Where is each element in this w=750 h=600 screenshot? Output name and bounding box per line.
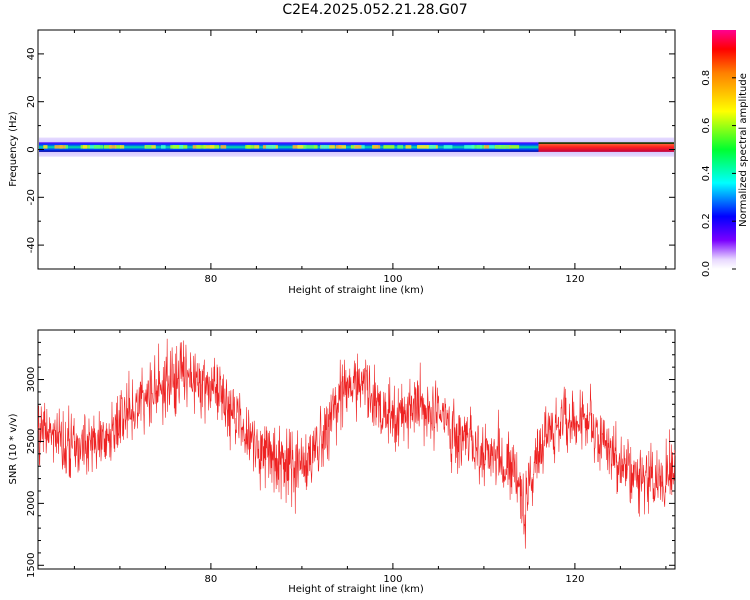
y-tick-label: 2500	[26, 429, 37, 454]
y-tick-label: -40	[26, 237, 37, 253]
x-tick-label: 80	[205, 274, 218, 285]
band-speckle	[335, 145, 342, 149]
band-speckle	[383, 145, 395, 149]
colorbar-gradient	[712, 30, 736, 269]
spectrogram-y-ticks: -40 -20 0 20 40	[26, 29, 675, 270]
band-speckle	[297, 145, 306, 149]
band-speckle	[145, 145, 152, 149]
snr-y-ticks: 1500 2000 2500 3000	[26, 341, 675, 578]
band-speckle	[405, 145, 412, 149]
band-speckle	[303, 145, 315, 149]
band-speckle	[161, 145, 166, 149]
band-speckle	[103, 145, 112, 149]
spectrogram-y-axis-label: Frequency (Hz)	[8, 111, 19, 187]
x-tick-label: 100	[383, 574, 402, 585]
colorbar: 0.0 0.2 0.4 0.6 0.8 Normalized spectral ampl…	[701, 30, 749, 277]
band-speckle	[507, 145, 520, 149]
spectrogram-band	[39, 137, 674, 157]
y-tick-label: 0	[26, 146, 37, 152]
snr-panel: 80 100 120 1500 2000 2500 3000 Height of stra…	[8, 329, 676, 595]
spectrogram-x-axis-label: Height of straight line (km)	[288, 285, 424, 296]
spectrogram-x-ticks: 80 100 120	[73, 30, 667, 285]
band-speckle	[495, 145, 504, 149]
colorbar-tick-label: 0.0	[701, 261, 712, 277]
band-speckle	[501, 145, 510, 149]
band-saturated	[538, 142, 674, 152]
band-speckle	[480, 145, 485, 149]
band-speckle	[179, 145, 184, 149]
band-speckle	[443, 145, 453, 149]
snr-line	[37, 338, 676, 549]
band-speckle	[417, 145, 429, 149]
y-tick-label: -20	[26, 189, 37, 205]
band-speckle	[209, 145, 220, 149]
page-title: C2E4.2025.052.21.28.G07	[282, 2, 468, 18]
colorbar-label: Normalized spectral amplitude	[738, 73, 749, 227]
snr-y-axis-label: SNR (10 * v/v)	[8, 413, 19, 484]
band-saturated-edge	[538, 142, 674, 144]
colorbar-ticks: 0.0 0.2 0.4 0.6 0.8	[701, 70, 736, 277]
band-speckle	[254, 145, 260, 149]
band-speckle	[196, 145, 206, 149]
y-tick-label: 2000	[26, 491, 37, 516]
band-speckle	[426, 145, 436, 149]
band-speckle	[82, 145, 87, 149]
colorbar-tick-label: 0.6	[701, 118, 712, 134]
y-tick-label: 40	[26, 48, 37, 61]
band-speckle	[471, 145, 481, 149]
band-speckle	[120, 145, 125, 149]
band-speckle	[313, 145, 318, 149]
band-speckle	[338, 145, 346, 149]
x-tick-label: 80	[205, 574, 218, 585]
band-speckle	[484, 145, 490, 149]
band-speckle	[397, 145, 404, 149]
band-speckle	[64, 145, 68, 149]
band-speckle	[354, 145, 362, 149]
band-speckle	[43, 145, 48, 149]
band-speckle	[109, 145, 117, 149]
snr-x-axis-label: Height of straight line (km)	[288, 584, 424, 595]
y-tick-label: 1500	[26, 553, 37, 578]
band-speckle	[220, 145, 227, 149]
band-speckle	[320, 145, 330, 149]
snr-frame	[37, 329, 676, 570]
band-speckle	[93, 145, 104, 149]
snr-x-ticks: 80 100 120	[73, 330, 667, 585]
band-core	[39, 142, 539, 152]
colorbar-tick-label: 0.2	[701, 213, 712, 229]
band-speckle	[170, 145, 180, 149]
band-speckle	[115, 145, 122, 149]
colorbar-tick-label: 0.4	[701, 165, 712, 181]
x-tick-label: 120	[565, 274, 584, 285]
band-speckle	[328, 145, 335, 149]
band-speckle	[464, 145, 475, 149]
band-speckle	[266, 145, 276, 149]
snr-series	[37, 338, 676, 549]
x-tick-label: 100	[383, 274, 402, 285]
y-tick-label: 3000	[26, 367, 37, 392]
spectrogram-panel: 80 100 120 -40 -20 0 20 40 Height of straight …	[8, 29, 676, 296]
colorbar-tick-label: 0.8	[701, 70, 712, 86]
band-speckle	[245, 145, 254, 149]
band-speckle	[54, 145, 66, 149]
x-tick-label: 120	[565, 574, 584, 585]
band-speckle	[203, 145, 215, 149]
y-tick-label: 20	[26, 95, 37, 108]
band-speckle	[372, 145, 381, 149]
band-speckle	[488, 145, 495, 149]
